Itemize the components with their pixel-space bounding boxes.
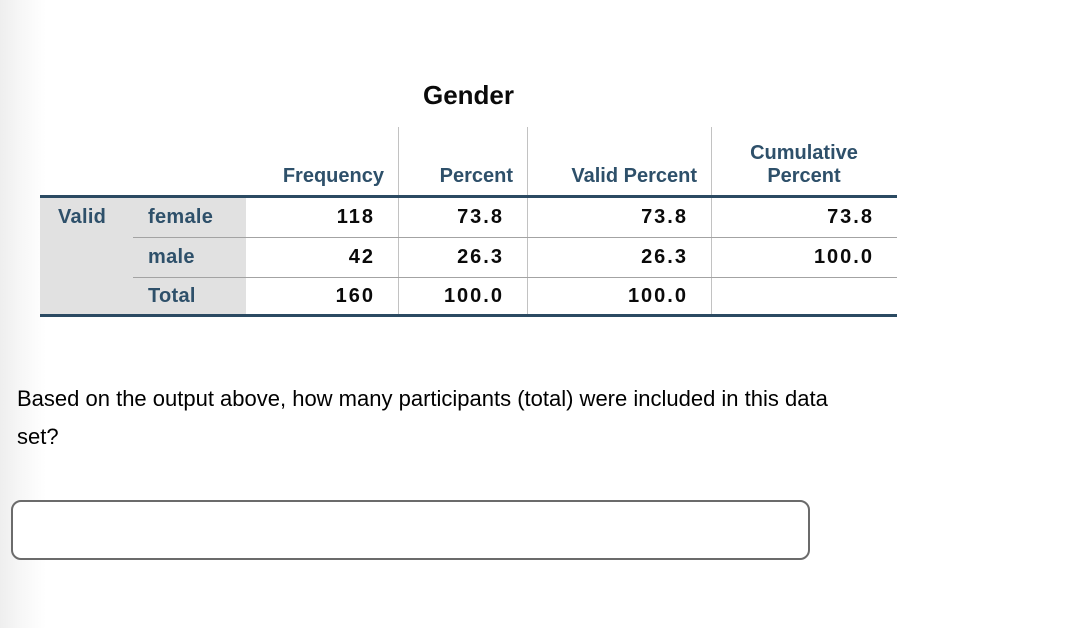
header-valid-percent: Valid Percent xyxy=(571,165,697,187)
column-divider xyxy=(711,127,712,317)
cell-male-frequency: 42 xyxy=(348,246,375,268)
header-frequency: Frequency xyxy=(282,165,384,187)
table-title: Gender xyxy=(422,80,515,110)
cell-female-percent: 73.8 xyxy=(457,206,504,228)
answer-input[interactable] xyxy=(11,500,810,560)
row-label-female: female xyxy=(148,206,214,228)
spss-frequency-table: Frequency Percent Valid Percent Cumulati… xyxy=(40,127,897,317)
question-text: Based on the output above, how many part… xyxy=(17,380,1062,456)
column-divider xyxy=(527,127,528,317)
cell-total-percent: 100.0 xyxy=(443,284,504,307)
cell-male-cumulative-percent: 100.0 xyxy=(813,246,874,268)
cell-total-valid-percent: 100.0 xyxy=(627,284,688,307)
header-cumulative-line2: Percent xyxy=(767,165,841,187)
column-divider xyxy=(398,127,399,317)
row-separator xyxy=(133,277,897,278)
header-cumulative-line1: Cumulative xyxy=(750,142,858,164)
header-cumulative-percent: Cumulative Percent xyxy=(711,127,897,195)
header-percent: Percent xyxy=(439,165,513,187)
cell-total-frequency: 160 xyxy=(335,284,375,307)
row-labels-background xyxy=(40,195,246,314)
row-label-total: Total xyxy=(148,284,196,307)
row-label-male: male xyxy=(148,246,195,268)
cell-female-frequency: 118 xyxy=(336,206,375,228)
question-line-1: Based on the output above, how many part… xyxy=(17,386,828,411)
question-line-2: set? xyxy=(17,424,59,449)
cell-total-cumulative-percent xyxy=(711,278,897,314)
row-separator xyxy=(133,237,897,238)
cell-male-valid-percent: 26.3 xyxy=(641,246,688,268)
header-underline xyxy=(40,195,897,198)
cell-female-cumulative-percent: 73.8 xyxy=(827,206,874,228)
table-bottom-border xyxy=(40,314,897,317)
cell-male-percent: 26.3 xyxy=(457,246,504,268)
row-group-label-valid: Valid xyxy=(58,206,107,228)
cell-female-valid-percent: 73.8 xyxy=(641,206,688,228)
